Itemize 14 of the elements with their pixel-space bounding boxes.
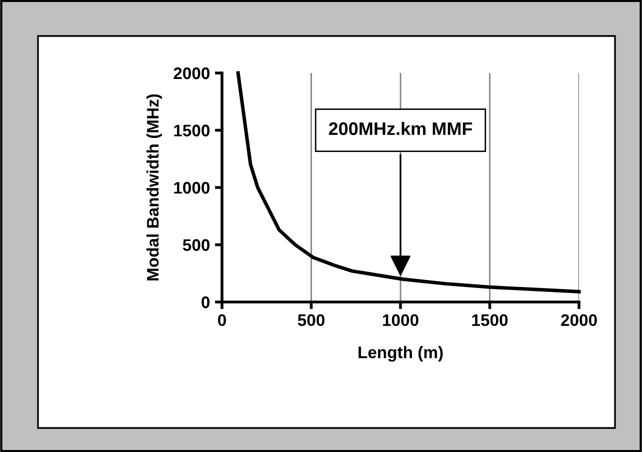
y-tick-label: 1000 xyxy=(174,182,210,194)
x-tick-label: 1000 xyxy=(383,314,418,326)
x-tick-label: 500 xyxy=(298,314,324,326)
x-tick-label: 1500 xyxy=(472,314,508,326)
annotation: 200MHz.km MMF xyxy=(328,122,472,136)
x-tick-label: 2000 xyxy=(561,314,597,326)
y-tick-label: 500 xyxy=(182,239,210,251)
line-series xyxy=(236,71,581,294)
y-axis-title: Modal Bandwidth (MHz) xyxy=(146,94,162,280)
y-tick-label: 0 xyxy=(202,296,210,308)
y-tick-label: 1500 xyxy=(174,124,210,136)
y-tick-label: 2000 xyxy=(174,67,210,80)
x-tick-label: 0 xyxy=(218,314,226,326)
x-axis-title: Length (m) xyxy=(358,346,443,362)
